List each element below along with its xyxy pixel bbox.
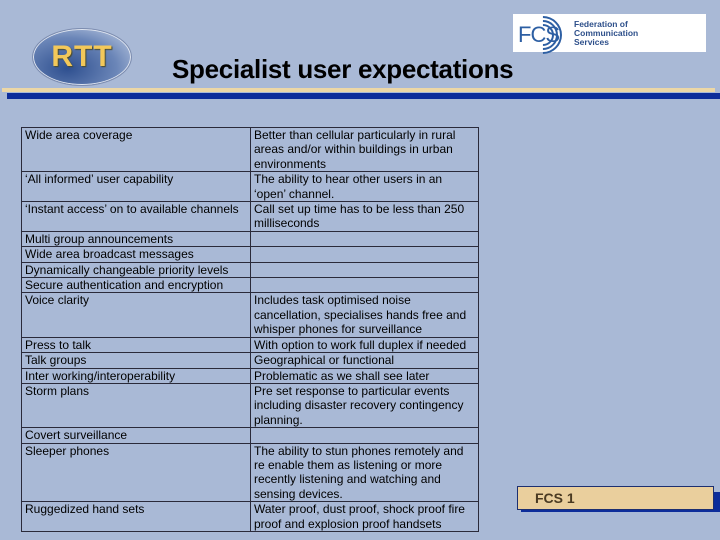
rtt-logo: RTT	[32, 28, 132, 86]
fcs-logo: FCS Federation of Communication Services	[513, 8, 706, 62]
detail-cell: Problematic as we shall see later	[250, 367, 479, 384]
detail-cell	[250, 277, 479, 294]
requirement-cell: Voice clarity	[21, 292, 251, 338]
detail-cell	[250, 261, 479, 279]
expectations-table: Wide area coverage Better than cellular p…	[21, 126, 479, 532]
table-row: Press to talk With option to work full du…	[21, 336, 479, 354]
table-row: Secure authentication and encryption	[21, 277, 479, 294]
detail-cell: Call set up time has to be less than 250…	[250, 201, 479, 232]
detail-cell: Water proof, dust proof, shock proof fir…	[250, 501, 479, 532]
table-row: Multi group announcements	[21, 230, 479, 248]
table-row: Talk groups Geographical or functional	[21, 352, 479, 369]
page-title: Specialist user expectations	[172, 54, 514, 84]
rtt-logo-text: RTT	[51, 40, 113, 73]
requirement-cell: Press to talk	[21, 336, 251, 354]
table-row: Storm plans Pre set response to particula…	[21, 382, 479, 429]
requirement-cell: ‘Instant access’ on to available channel…	[21, 201, 251, 232]
requirement-cell: Secure authentication and encryption	[21, 277, 251, 294]
detail-cell: Better than cellular particularly in rur…	[250, 126, 479, 173]
table-row: ‘All informed’ user capability The abilit…	[21, 171, 479, 203]
requirement-cell: Storm plans	[21, 382, 251, 429]
requirement-cell: Wide area broadcast messages	[21, 246, 251, 263]
detail-cell: The ability to stun phones remotely and …	[250, 442, 479, 503]
fcs-logo-mark: FCS	[516, 8, 572, 62]
fcs-logo-name: Federation of Communication Services	[574, 18, 639, 47]
detail-cell: With option to work full duplex if neede…	[250, 336, 479, 354]
requirement-cell: Talk groups	[21, 352, 251, 369]
table-row: Sleeper phones The ability to stun phones…	[21, 442, 479, 503]
detail-cell: The ability to hear other users in an ‘o…	[250, 171, 479, 203]
detail-cell	[250, 246, 479, 263]
detail-cell	[250, 230, 479, 248]
requirement-cell: Ruggedized hand sets	[21, 501, 251, 532]
requirement-cell: Covert surveillance	[21, 427, 251, 444]
requirement-cell: Sleeper phones	[21, 442, 251, 503]
detail-cell: Pre set response to particular events in…	[250, 382, 479, 429]
table-row: ‘Instant access’ on to available channel…	[21, 201, 479, 232]
table-row: Covert surveillance	[21, 427, 479, 444]
footer-label-box: FCS 1	[517, 486, 714, 510]
footer-label: FCS 1	[535, 490, 575, 506]
divider-beige	[2, 88, 715, 92]
table-row: Wide area coverage Better than cellular p…	[21, 126, 479, 173]
detail-cell: Includes task optimised noise cancellati…	[250, 292, 479, 338]
detail-cell	[250, 427, 479, 444]
requirement-cell: ‘All informed’ user capability	[21, 171, 251, 203]
detail-cell: Geographical or functional	[250, 352, 479, 369]
table-row: Dynamically changeable priority levels	[21, 261, 479, 279]
requirement-cell: Inter working/interoperability	[21, 367, 251, 384]
table-row: Ruggedized hand sets Water proof, dust pr…	[21, 501, 479, 532]
requirement-cell: Multi group announcements	[21, 230, 251, 248]
requirement-cell: Wide area coverage	[21, 126, 251, 173]
divider-blue	[7, 93, 720, 99]
table-row: Voice clarity Includes task optimised noi…	[21, 292, 479, 338]
table-row: Wide area broadcast messages	[21, 246, 479, 263]
requirement-cell: Dynamically changeable priority levels	[21, 261, 251, 279]
table-row: Inter working/interoperability Problemati…	[21, 367, 479, 384]
